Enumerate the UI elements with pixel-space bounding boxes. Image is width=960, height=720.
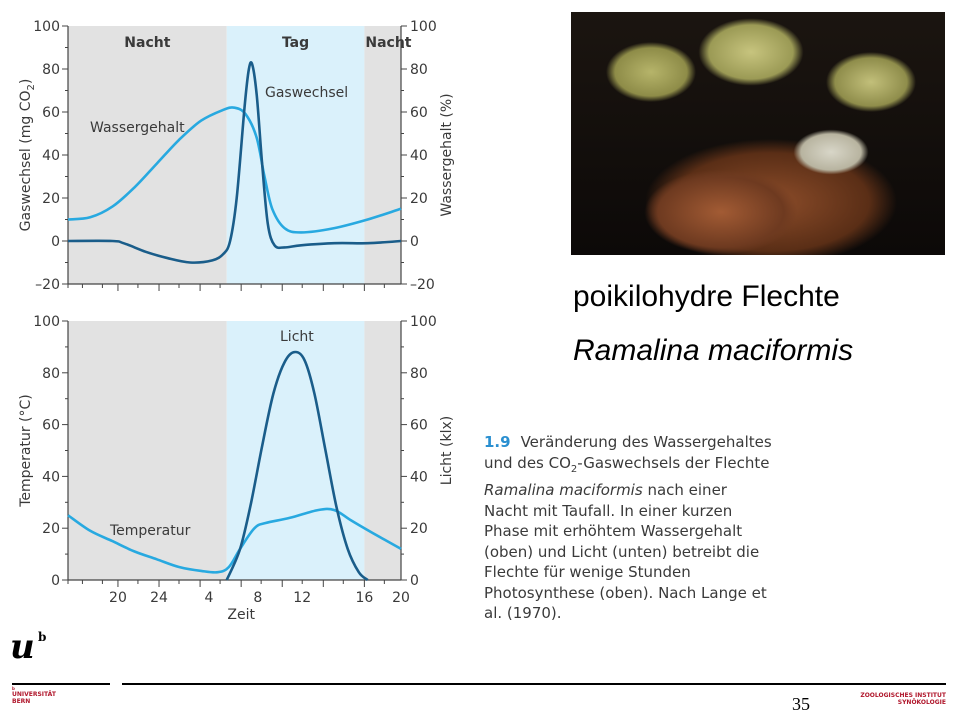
y-tick-label-right: 60 [410,105,428,121]
y-tick-label-right: 100 [410,314,437,330]
series-line-licht [225,350,369,582]
y-axis-label-left-sub: 2 [26,84,37,90]
lichen-photo [571,12,945,255]
y-tick-label-right: 20 [410,191,428,207]
phase-band [68,321,227,580]
institute-line1: ZOOLOGISCHES INSTITUT [860,692,946,699]
footer-rule-main [122,683,946,685]
university-logo-u: u [10,627,35,667]
x-tick-label: 20 [109,590,127,606]
page-number: 35 [792,694,810,714]
caption-title: poikilohydre Flechte [573,280,840,313]
institute-name: ZOOLOGISCHES INSTITUT SYNÖKOLOGIE [850,692,946,706]
university-line2: BERN [12,698,31,705]
institute-line2: SYNÖKOLOGIE [897,699,946,706]
top-chart: Nacht Tag Nacht –20 –20 0 0 20 20 40 40 60 60 80 80 100… [18,19,455,293]
y-tick-label-left: 60 [42,418,60,434]
series-line-temperatur [67,507,402,574]
figure-caption: 1.9 Veränderung des Wasserge­haltes und d… [484,432,774,624]
phase-band [226,321,365,580]
university-line1: UNIVERSITÄT [12,691,56,698]
y-axis-label-left-end: ) [18,79,34,84]
series-line-gaswechsel [67,60,402,264]
y-tick-label-right: 80 [410,62,428,78]
x-tick-label: 16 [355,590,373,606]
phase-band [68,26,227,284]
y-axis-label-right: Licht (klx) [439,416,455,485]
series-line-wassergehalt [67,106,402,234]
phase-label: Tag [282,35,309,51]
phase-label: Nacht [124,35,170,51]
y-axis-label-left: Gaswechsel (mg CO2) [18,79,37,232]
university-logo-b: b [38,630,47,644]
phase-band [364,321,401,580]
x-tick-label: 8 [253,590,262,606]
x-tick-label: 12 [293,590,311,606]
caption-species: Ramalina maciformis [573,334,854,367]
y-tick-label-left: 40 [42,148,60,164]
y-tick-label-right: 0 [410,234,419,250]
y-tick-label-left: 100 [33,19,60,35]
y-tick-label-left: 20 [42,191,60,207]
y-axis-label-left-main: Gaswechsel (mg CO [18,91,34,232]
university-small-b: b [12,686,15,691]
x-tick-label: 20 [392,590,410,606]
x-tick-label: 4 [205,590,214,606]
series-annotation: Gaswechsel [265,85,348,101]
x-tick-label: 24 [150,590,168,606]
y-tick-label-right: 0 [410,573,419,589]
phase-band [364,26,401,284]
y-tick-label-left: 60 [42,105,60,121]
phase-label: Nacht [365,35,411,51]
y-tick-label-right: 20 [410,521,428,537]
y-tick-label-left: 100 [33,314,60,330]
y-tick-label-right: 60 [410,418,428,434]
y-tick-label-right: 40 [410,469,428,485]
y-tick-label-left: 80 [42,62,60,78]
footer-rule-left [12,683,110,685]
figure-caption-sub: 2 [570,463,578,475]
y-tick-label-right: 40 [410,148,428,164]
y-tick-label-right: –20 [410,277,435,293]
figure-caption-part1: Veränderung des Wasserge­haltes und des … [484,433,772,472]
series-annotation: Licht [280,329,314,345]
figure-number: 1.9 [484,433,511,451]
y-tick-label-left: 0 [51,234,60,250]
y-tick-label-right: 100 [410,19,437,35]
figure-caption-part2: -Gaswechsels der Flechte [577,453,770,472]
y-tick-label-right: 80 [410,366,428,382]
y-tick-label-left: 20 [42,521,60,537]
y-tick-label-left: 40 [42,469,60,485]
y-tick-label-left: –20 [35,277,60,293]
university-name: b UNIVERSITÄT BERN [12,686,56,705]
series-annotation: Temperatur [109,523,191,539]
y-axis-label-left: Temperatur (°C) [18,394,34,508]
y-tick-label-left: 0 [51,573,60,589]
series-annotation: Wassergehalt [90,120,185,136]
y-tick-label-left: 80 [42,366,60,382]
y-axis-label-right: Wassergehalt (%) [439,93,455,216]
x-axis-label: Zeit [227,607,255,623]
figure-caption-part3: nach einer Nacht mit Taufall. In einer k… [484,481,767,622]
figure-caption-species: Ramalina maciformis [484,481,643,499]
